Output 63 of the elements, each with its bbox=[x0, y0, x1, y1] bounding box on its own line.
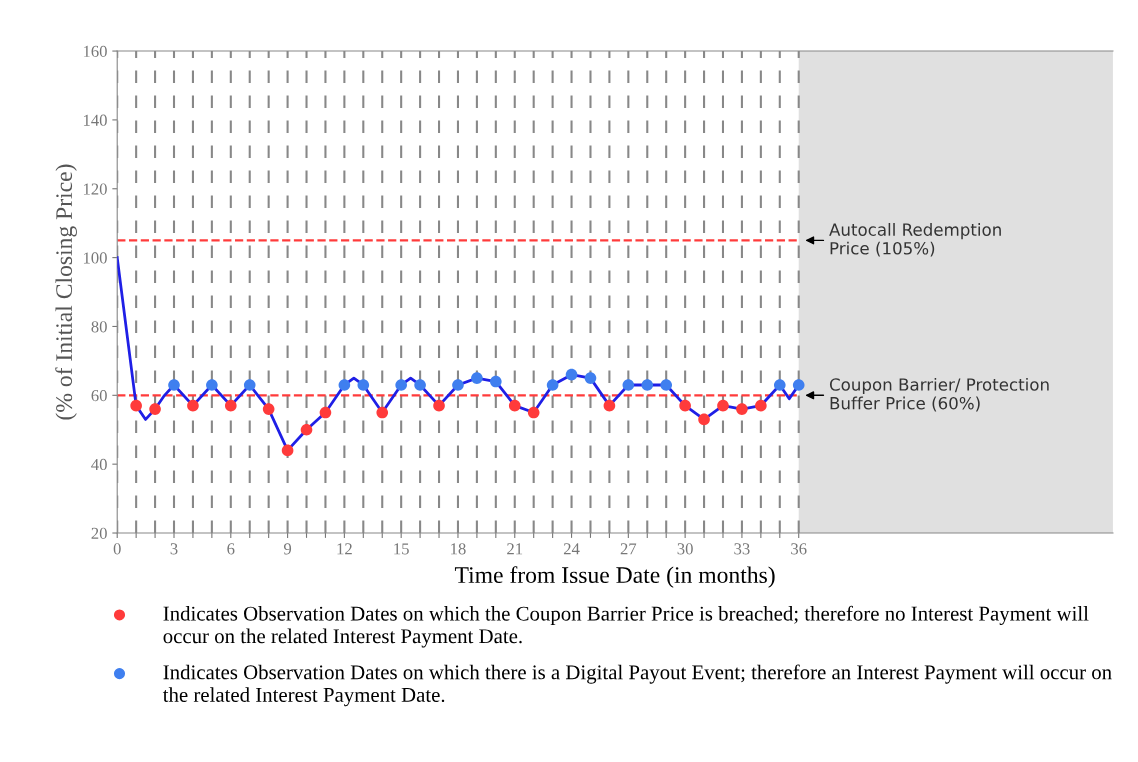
point bbox=[187, 399, 199, 412]
point bbox=[755, 399, 767, 412]
point bbox=[565, 368, 578, 381]
point bbox=[130, 399, 142, 412]
point bbox=[395, 379, 407, 391]
x-tick-label: 15 bbox=[394, 543, 409, 555]
point bbox=[603, 399, 616, 412]
point bbox=[527, 406, 540, 419]
point bbox=[717, 399, 729, 412]
y-tick-label: 160 bbox=[83, 45, 107, 57]
y-tick-label: 80 bbox=[91, 321, 107, 333]
y-tick-label: 120 bbox=[83, 183, 107, 195]
x-axis-title: Time from Issue Date (in months) bbox=[454, 566, 775, 588]
point bbox=[546, 379, 559, 391]
point bbox=[149, 403, 161, 415]
point bbox=[584, 372, 597, 384]
point bbox=[168, 379, 180, 391]
point bbox=[452, 379, 464, 391]
x-tick-label: 3 bbox=[170, 543, 178, 555]
point bbox=[262, 403, 275, 415]
point bbox=[679, 399, 691, 412]
x-tick-label: 21 bbox=[507, 543, 523, 555]
point bbox=[357, 379, 370, 391]
legend-label: Indicates Observation Dates on which there is a Digital Payout Event; therefore an Interest Payment will occur on the related Interest Payment Date. bbox=[162, 664, 1112, 707]
point bbox=[319, 406, 332, 419]
y-axis-title: (% of Initial Closing Price) bbox=[55, 164, 77, 420]
x-tick-label: 12 bbox=[337, 543, 352, 555]
x-tick-label: 30 bbox=[677, 543, 693, 555]
point bbox=[660, 379, 673, 391]
point bbox=[641, 379, 654, 391]
point bbox=[414, 379, 426, 391]
point bbox=[281, 444, 294, 457]
x-tick-label: 24 bbox=[563, 543, 580, 555]
point bbox=[338, 379, 351, 391]
point bbox=[622, 379, 635, 391]
point bbox=[490, 375, 502, 388]
y-tick-label: 140 bbox=[83, 114, 107, 126]
point bbox=[433, 399, 445, 412]
point bbox=[300, 423, 313, 436]
point bbox=[206, 379, 218, 391]
point bbox=[792, 379, 805, 391]
y-tick-label: 60 bbox=[91, 390, 107, 402]
point bbox=[698, 413, 710, 426]
x-tick-label: 6 bbox=[227, 543, 235, 555]
point bbox=[243, 379, 256, 391]
ref-line-label: Autocall Redemption Price (105%) bbox=[829, 223, 1001, 257]
x-tick-label: 27 bbox=[620, 543, 637, 555]
ref-line-label: Coupon Barrier/ Protection Buffer Price (60%) bbox=[829, 377, 1049, 412]
x-tick-label: 36 bbox=[791, 543, 807, 555]
point bbox=[471, 372, 483, 384]
y-tick-label: 100 bbox=[83, 252, 107, 264]
y-tick-label: 40 bbox=[91, 458, 107, 471]
x-tick-label: 0 bbox=[113, 543, 121, 555]
legend-label: Indicates Observation Dates on which the Coupon Barrier Price is breached; therefore no Interest Payment will occur on the related Interest Payment Date. bbox=[163, 605, 1089, 648]
y-tick-label: 20 bbox=[91, 527, 107, 539]
x-tick-label: 9 bbox=[283, 543, 292, 555]
x-tick-label: 18 bbox=[451, 543, 466, 555]
point bbox=[376, 406, 389, 419]
x-tick-label: 33 bbox=[734, 543, 750, 555]
point bbox=[736, 403, 748, 415]
point bbox=[508, 399, 521, 412]
point bbox=[224, 399, 237, 412]
point bbox=[773, 379, 786, 391]
